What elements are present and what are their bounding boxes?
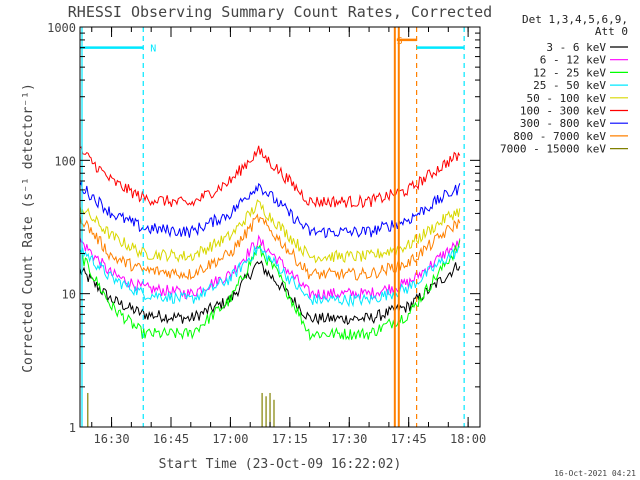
footer-timestamp: 16-Oct-2021 04:21: [554, 469, 636, 478]
series-line-0: [79, 260, 461, 326]
y-tick-label-2: 100: [54, 154, 76, 168]
x-tick-label-6: 18:00: [450, 432, 486, 446]
x-tick-label-5: 17:45: [391, 432, 427, 446]
x-axis-label: Start Time (23-Oct-09 16:22:02): [159, 457, 402, 472]
series-line-3: [79, 246, 461, 308]
segment-label-0: N: [150, 44, 156, 55]
legend-entry-4: 50 - 100 keV: [527, 92, 607, 105]
x-tick-label-0: 16:30: [93, 432, 129, 446]
series-line-2: [79, 240, 461, 342]
legend-entry-7: 800 - 7000 keV: [513, 130, 606, 143]
x-tick-label-1: 16:45: [153, 432, 189, 446]
y-tick-label-1: 10: [62, 288, 76, 302]
legend-entry-6: 300 - 800 keV: [520, 117, 606, 130]
legend-header-0: Det 1,3,4,5,6,9,: [522, 13, 628, 26]
x-tick-label-3: 17:15: [272, 432, 308, 446]
plot-area: NS: [79, 27, 465, 427]
legend-entry-8: 7000 - 15000 keV: [500, 143, 606, 156]
axes: 1 10 100 1000 16:30 16:45 17:00 17:15 17:30 17:45…: [47, 21, 486, 446]
y-axis-label: Corrected Count Rate (s⁻¹ detector⁻¹): [21, 83, 36, 373]
plot-frame: [79, 26, 481, 428]
y-tick-label-0: 1: [69, 421, 76, 435]
series-line-7: [79, 213, 461, 281]
legend-header-1: Att 0: [595, 25, 628, 38]
segment-label-2: S: [397, 36, 403, 47]
x-tick-label-2: 17:00: [212, 432, 248, 446]
x-tick-label-4: 17:30: [331, 432, 367, 446]
legend-entry-2: 12 - 25 keV: [533, 66, 606, 79]
chart-title: RHESSI Observing Summary Count Rates, Co…: [68, 3, 492, 21]
legend-entry-1: 6 - 12 keV: [540, 54, 607, 67]
y-tick-label-3: 1000: [47, 21, 76, 35]
series-line-5: [79, 145, 461, 209]
legend-entry-5: 100 - 300 keV: [520, 105, 606, 118]
legend-entry-3: 25 - 50 keV: [533, 79, 606, 92]
legend-entry-0: 3 - 6 keV: [546, 41, 606, 54]
